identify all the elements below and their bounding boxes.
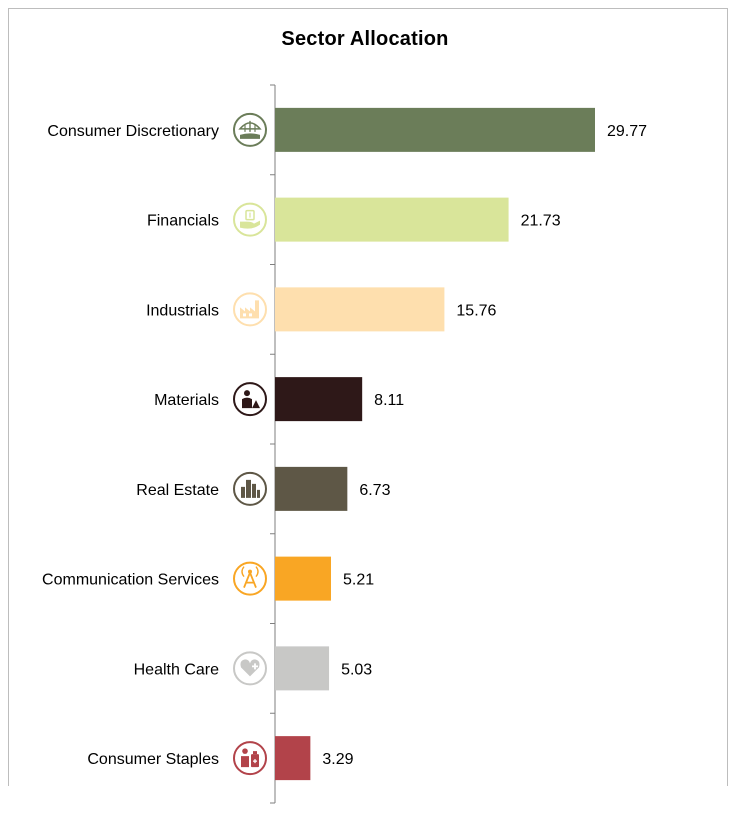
bar [275,556,332,601]
category-label: Communication Services [42,572,219,589]
bar [275,646,330,691]
bar [275,466,348,511]
bar [275,107,595,152]
buildings-icon [233,471,267,506]
umbrella-shop-icon [233,112,267,147]
bar [275,377,363,422]
category-label: Real Estate [136,482,219,499]
factory-icon [233,292,267,327]
category-label: Materials [154,392,219,409]
category-label: Financials [147,213,219,230]
bar [275,287,445,332]
value-label: 3.29 [322,751,353,768]
category-label: Consumer Staples [87,751,219,768]
antenna-tower-icon [233,561,267,596]
category-label: Industrials [146,302,219,319]
hand-money-icon [233,202,267,237]
value-label: 6.73 [359,482,390,499]
worker-icon [233,382,267,417]
value-label: 5.21 [343,572,374,589]
value-label: 8.11 [374,392,404,409]
value-label: 5.03 [341,661,372,678]
chart-title: Sector Allocation [281,28,449,50]
value-label: 21.73 [521,213,561,230]
category-label: Health Care [134,661,219,678]
person-bottle-icon [233,741,267,776]
value-label: 29.77 [607,123,647,140]
bar [275,736,311,781]
chart-frame [8,8,728,786]
bar [275,197,509,242]
value-label: 15.76 [456,302,496,319]
category-label: Consumer Discretionary [47,123,219,140]
heart-plus-icon [233,651,267,686]
